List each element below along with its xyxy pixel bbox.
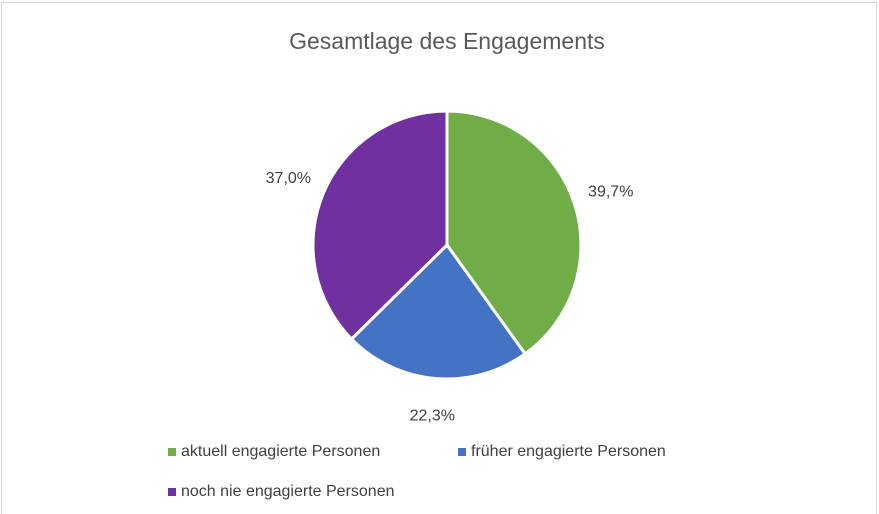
legend-swatch — [168, 448, 176, 456]
legend-swatch — [458, 448, 466, 456]
pie-slice — [445, 109, 583, 356]
legend-label: früher engagierte Personen — [471, 443, 666, 460]
pie-slice — [311, 109, 449, 341]
data-label: 39,7% — [588, 184, 633, 201]
legend-label: noch nie engagierte Personen — [181, 483, 395, 500]
legend-label: aktuell engagierte Personen — [181, 443, 380, 460]
pie-slice — [349, 243, 527, 381]
chart-title: Gesamtlage des Engagements — [289, 28, 605, 54]
data-label: 22,3% — [410, 408, 455, 425]
data-label: 37,0% — [266, 170, 311, 187]
legend-swatch — [168, 488, 176, 496]
